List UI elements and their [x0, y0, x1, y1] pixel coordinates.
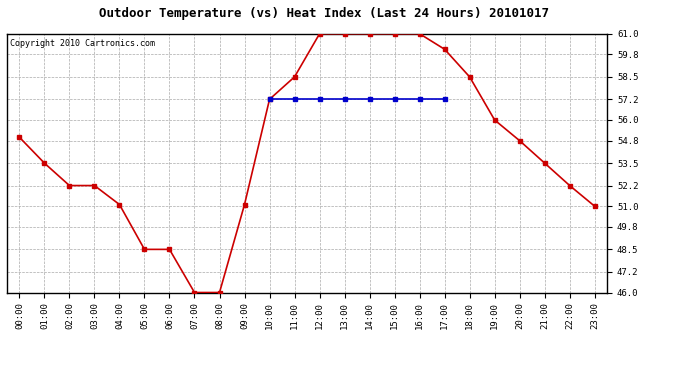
Text: Outdoor Temperature (vs) Heat Index (Last 24 Hours) 20101017: Outdoor Temperature (vs) Heat Index (Las… [99, 8, 549, 21]
Text: Copyright 2010 Cartronics.com: Copyright 2010 Cartronics.com [10, 39, 155, 48]
